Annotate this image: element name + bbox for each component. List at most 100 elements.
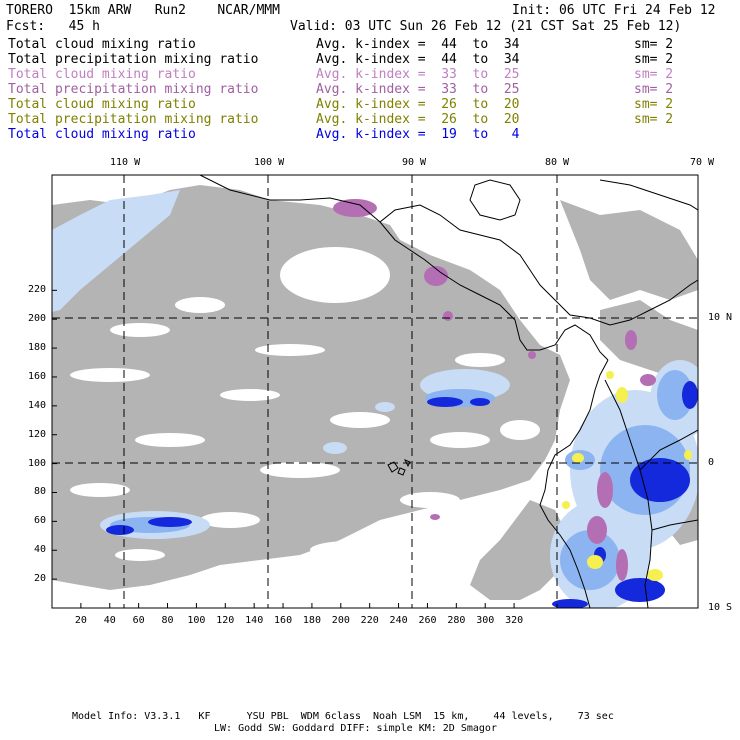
- legend-field: Total precipitation mixing ratio: [8, 52, 259, 67]
- cloud-area: [375, 402, 395, 412]
- legend-range: Avg. k-index = 33 to 25: [316, 82, 520, 97]
- x-index-label: 220: [360, 615, 379, 626]
- lat-label: 10 S: [708, 602, 733, 613]
- y-index-label: 160: [28, 370, 47, 382]
- cloud-area: [562, 501, 570, 509]
- init-time: Init: 06 UTC Fri 24 Feb 12: [512, 3, 716, 18]
- x-index-label: 300: [476, 615, 495, 626]
- x-index-label: 80: [161, 615, 174, 626]
- cloud-area: [606, 371, 614, 379]
- clear-area: [200, 512, 260, 528]
- legend-sm: sm= 2: [634, 112, 674, 127]
- y-index-label: 180: [28, 342, 47, 354]
- x-index-label: 40: [103, 615, 116, 626]
- lat-label: 10 N: [708, 312, 733, 323]
- cloud-area: [572, 453, 584, 463]
- clear-area: [400, 492, 460, 508]
- x-index-label: 20: [74, 615, 87, 626]
- plot-frame: [51, 174, 699, 609]
- y-index-label: 220: [28, 284, 47, 296]
- border-interior: [651, 519, 698, 531]
- legend-sm: sm= 2: [634, 52, 674, 67]
- lon-label: 110 W: [110, 157, 141, 168]
- cloud-area: [647, 569, 663, 581]
- lon-label: 100 W: [254, 157, 285, 168]
- cloud-area: [424, 266, 448, 286]
- cloud-area: [600, 300, 698, 380]
- cloud-layer-purple: [333, 199, 656, 581]
- x-ticks: [80, 603, 515, 608]
- x-index-label: 100: [187, 615, 206, 626]
- cloud-area: [657, 370, 693, 420]
- legend-range: Avg. k-index = 44 to 34: [316, 37, 520, 52]
- coastline-cuba: [599, 179, 698, 211]
- legend-sm: sm= 2: [634, 97, 674, 112]
- clear-area: [175, 297, 225, 313]
- legend-sm: sm= 2: [634, 37, 674, 52]
- cloud-area: [52, 190, 180, 312]
- y-ticks: [52, 289, 57, 580]
- x-index-label: 120: [216, 615, 235, 626]
- x-index-label: 200: [331, 615, 350, 626]
- cloud-area: [430, 514, 440, 520]
- border-interior: [639, 429, 698, 471]
- cloud-area: [52, 185, 570, 590]
- legend-range: Avg. k-index = 33 to 25: [316, 67, 520, 82]
- legend-range: Avg. k-index = 19 to 4: [316, 127, 520, 142]
- cloud-area: [333, 199, 377, 217]
- lon-label: 90 W: [402, 157, 427, 168]
- cloud-area: [552, 599, 588, 608]
- cloud-area: [630, 458, 690, 502]
- clear-area: [310, 541, 390, 559]
- cloud-area: [640, 374, 656, 386]
- clear-area: [280, 247, 390, 303]
- coastline-mexico-central-america: [199, 175, 609, 361]
- cloud-area: [470, 500, 570, 600]
- y-index-label: 100: [28, 457, 47, 469]
- cloud-area: [560, 200, 698, 300]
- clear-area: [500, 420, 540, 440]
- clear-area: [220, 389, 280, 401]
- coastline-yucatan: [469, 179, 521, 221]
- coastlines: [199, 175, 698, 608]
- clear-area: [430, 432, 490, 448]
- x-index-label: 140: [245, 615, 264, 626]
- x-index-label: 240: [389, 615, 408, 626]
- legend-range: Avg. k-index = 44 to 34: [316, 52, 520, 67]
- y-index-label: 80: [34, 486, 47, 498]
- legend-field: Total cloud mixing ratio: [8, 37, 196, 52]
- legend-field: Total cloud mixing ratio: [8, 127, 196, 142]
- clear-areas: [70, 229, 540, 561]
- legend-field: Total precipitation mixing ratio: [8, 82, 259, 97]
- y-index-label: 40: [34, 544, 47, 556]
- clear-area: [110, 323, 170, 337]
- cloud-area: [148, 517, 192, 527]
- coastline-south-america: [539, 359, 609, 608]
- legend-sm: sm= 2: [634, 82, 674, 97]
- legend-field: Total cloud mixing ratio: [8, 67, 196, 82]
- clear-area: [455, 353, 505, 367]
- clear-area: [135, 433, 205, 447]
- legend-range: Avg. k-index = 26 to 20: [316, 97, 520, 112]
- legend-field: Total cloud mixing ratio: [8, 97, 196, 112]
- x-index-label: 280: [447, 615, 466, 626]
- cloud-area: [597, 472, 613, 508]
- clear-area: [115, 549, 165, 561]
- clear-area: [260, 462, 340, 478]
- cloud-area: [443, 311, 453, 321]
- x-index-label: 260: [418, 615, 437, 626]
- cloud-area: [616, 387, 628, 403]
- valid-time: Valid: 03 UTC Sun 26 Feb 12 (21 CST Sat …: [290, 19, 682, 34]
- cloud-layer-yellow: [562, 371, 692, 581]
- cloud-area: [323, 442, 347, 454]
- x-index-label: 160: [274, 615, 293, 626]
- cloud-area: [470, 398, 490, 406]
- cloud-area: [528, 351, 536, 359]
- cloud-fields: [52, 175, 698, 608]
- cloud-area: [587, 555, 603, 569]
- cloud-area: [625, 330, 637, 350]
- y-index-label: 120: [28, 428, 47, 440]
- legend-range: Avg. k-index = 26 to 20: [316, 112, 520, 127]
- x-index-label: 180: [302, 615, 321, 626]
- cloud-area: [616, 549, 628, 581]
